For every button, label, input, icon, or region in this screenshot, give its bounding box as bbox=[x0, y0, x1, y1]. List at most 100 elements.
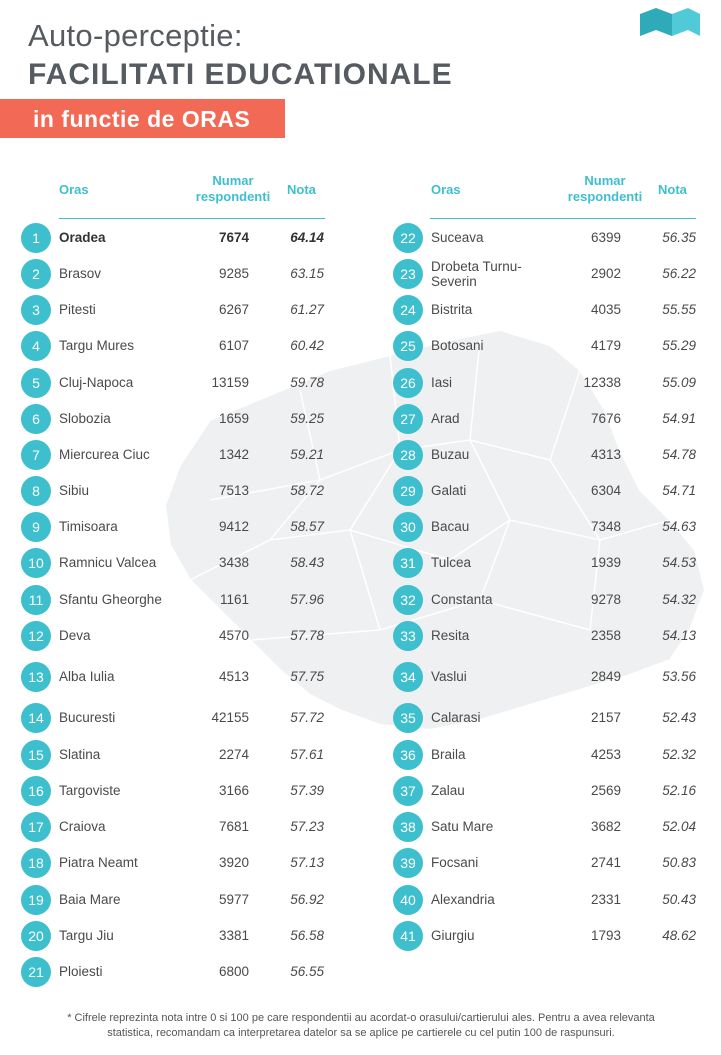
city-name: Pitesti bbox=[59, 302, 96, 317]
table-row: 15 Slatina 2274 57.61 bbox=[21, 740, 326, 770]
rank-badge: 13 bbox=[21, 662, 51, 692]
rank-badge: 16 bbox=[21, 776, 51, 806]
score-value: 54.13 bbox=[662, 628, 696, 643]
rank-badge: 33 bbox=[393, 621, 423, 651]
respondents-count: 5977 bbox=[218, 892, 249, 907]
table-row: 24 Bistrita 4035 55.55 bbox=[393, 295, 698, 325]
score-value: 48.62 bbox=[662, 928, 696, 943]
city-name: Braila bbox=[431, 747, 466, 762]
table-row: 9 Timisoara 9412 58.57 bbox=[21, 512, 326, 542]
city-name: Piatra Neamt bbox=[59, 855, 138, 870]
table-row: 35 Calarasi 2157 52.43 bbox=[393, 703, 698, 733]
table-row: 29 Galati 6304 54.71 bbox=[393, 476, 698, 506]
table-row: 13 Alba Iulia 4513 57.75 bbox=[21, 662, 326, 692]
rank-badge: 26 bbox=[393, 368, 423, 398]
respondents-count: 9285 bbox=[218, 266, 249, 281]
score-value: 54.91 bbox=[662, 411, 696, 426]
rank-badge: 12 bbox=[21, 621, 51, 651]
respondents-count: 1939 bbox=[590, 555, 621, 570]
city-name: Bistrita bbox=[431, 302, 473, 317]
respondents-count: 3381 bbox=[218, 928, 249, 943]
respondents-count: 3920 bbox=[218, 855, 249, 870]
city-name: Focsani bbox=[431, 855, 479, 870]
city-name: Alexandria bbox=[431, 892, 495, 907]
rank-badge: 34 bbox=[393, 662, 423, 692]
respondents-count: 7513 bbox=[218, 483, 249, 498]
score-value: 56.58 bbox=[290, 928, 324, 943]
rank-badge: 15 bbox=[21, 740, 51, 770]
city-name: Zalau bbox=[431, 783, 465, 798]
respondents-count: 4570 bbox=[218, 628, 249, 643]
respondents-count: 3438 bbox=[218, 555, 249, 570]
city-name: Tulcea bbox=[431, 555, 472, 570]
respondents-count: 7676 bbox=[590, 411, 621, 426]
respondents-count: 6800 bbox=[218, 964, 249, 979]
map-romania-icon bbox=[163, 328, 707, 732]
score-value: 54.63 bbox=[662, 519, 696, 534]
table-row: 20 Targu Jiu 3381 56.58 bbox=[21, 921, 326, 951]
rank-badge: 30 bbox=[393, 512, 423, 542]
city-name: Sfantu Gheorghe bbox=[59, 592, 162, 607]
table-row: 12 Deva 4570 57.78 bbox=[21, 621, 326, 651]
rank-badge: 7 bbox=[21, 440, 51, 470]
score-value: 60.42 bbox=[290, 338, 324, 353]
table-row: 7 Miercurea Ciuc 1342 59.21 bbox=[21, 440, 326, 470]
score-value: 52.04 bbox=[662, 819, 696, 834]
table-row: 23 Drobeta Turnu-Severin 2902 56.22 bbox=[393, 259, 698, 289]
respondents-count: 2569 bbox=[590, 783, 621, 798]
table-row: 18 Piatra Neamt 3920 57.13 bbox=[21, 848, 326, 878]
rank-badge: 31 bbox=[393, 548, 423, 578]
respondents-count: 2331 bbox=[590, 892, 621, 907]
score-value: 59.78 bbox=[290, 375, 324, 390]
table-row: 4 Targu Mures 6107 60.42 bbox=[21, 331, 326, 361]
score-value: 55.55 bbox=[662, 302, 696, 317]
city-name: Resita bbox=[431, 628, 470, 643]
city-name: Baia Mare bbox=[59, 892, 121, 907]
score-value: 57.75 bbox=[290, 669, 324, 684]
rank-badge: 14 bbox=[21, 703, 51, 733]
city-name: Craiova bbox=[59, 819, 106, 834]
table-row: 33 Resita 2358 54.13 bbox=[393, 621, 698, 651]
score-value: 58.72 bbox=[290, 483, 324, 498]
score-value: 53.56 bbox=[662, 669, 696, 684]
score-value: 58.43 bbox=[290, 555, 324, 570]
table-row: 32 Constanta 9278 54.32 bbox=[393, 585, 698, 615]
respondents-count: 7674 bbox=[218, 230, 249, 245]
rank-badge: 36 bbox=[393, 740, 423, 770]
table-row: 5 Cluj-Napoca 13159 59.78 bbox=[21, 368, 326, 398]
respondents-count: 12338 bbox=[583, 375, 621, 390]
score-value: 56.55 bbox=[290, 964, 324, 979]
respondents-count: 4313 bbox=[590, 447, 621, 462]
score-value: 63.15 bbox=[290, 266, 324, 281]
score-value: 54.53 bbox=[662, 555, 696, 570]
respondents-count: 13159 bbox=[211, 375, 249, 390]
title-line1: Auto-perceptie: bbox=[28, 18, 243, 53]
table-row: 22 Suceava 6399 56.35 bbox=[393, 223, 698, 253]
rank-badge: 3 bbox=[21, 295, 51, 325]
header-score-left: Nota bbox=[287, 182, 316, 197]
rank-badge: 24 bbox=[393, 295, 423, 325]
city-name: Timisoara bbox=[59, 519, 118, 534]
table-row: 14 Bucuresti 42155 57.72 bbox=[21, 703, 326, 733]
score-value: 59.21 bbox=[290, 447, 324, 462]
respondents-count: 2902 bbox=[590, 266, 621, 281]
city-name: Alba Iulia bbox=[59, 669, 115, 684]
city-name: Ramnicu Valcea bbox=[59, 555, 157, 570]
score-value: 57.13 bbox=[290, 855, 324, 870]
respondents-count: 2274 bbox=[218, 747, 249, 762]
table-row: 8 Sibiu 7513 58.72 bbox=[21, 476, 326, 506]
score-value: 59.25 bbox=[290, 411, 324, 426]
city-name: Giurgiu bbox=[431, 928, 475, 943]
rank-badge: 19 bbox=[21, 885, 51, 915]
rank-badge: 2 bbox=[21, 259, 51, 289]
city-name: Satu Mare bbox=[431, 819, 494, 834]
city-name: Galati bbox=[431, 483, 467, 498]
rank-badge: 39 bbox=[393, 848, 423, 878]
city-name: Targu Jiu bbox=[59, 928, 114, 943]
rank-badge: 10 bbox=[21, 548, 51, 578]
header-city-right: Oras bbox=[431, 182, 461, 197]
city-name: Slobozia bbox=[59, 411, 111, 426]
table-row: 36 Braila 4253 52.32 bbox=[393, 740, 698, 770]
respondents-count: 9278 bbox=[590, 592, 621, 607]
rank-badge: 1 bbox=[21, 223, 51, 253]
